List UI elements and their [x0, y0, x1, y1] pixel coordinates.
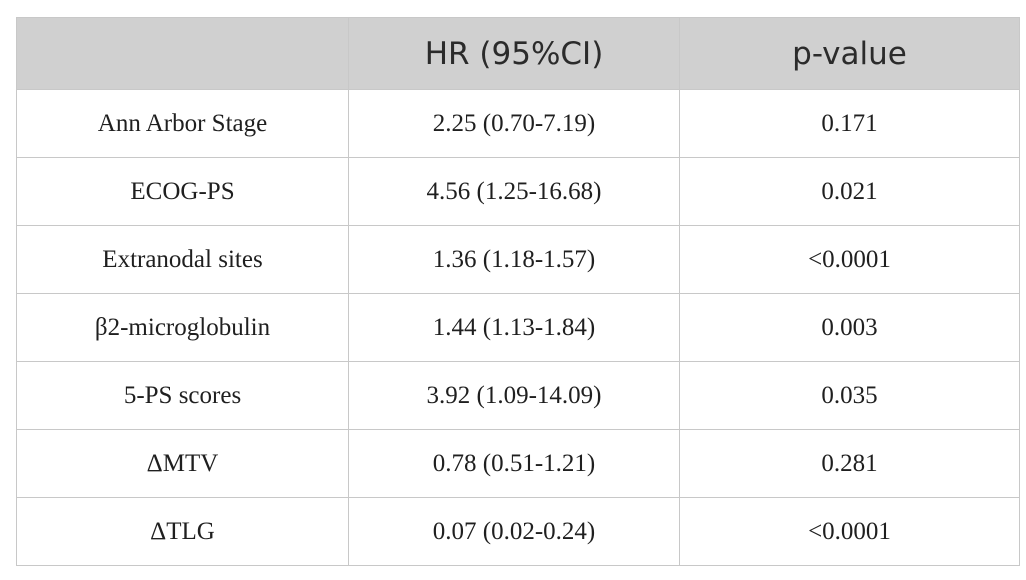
table-row: ΔTLG 0.07 (0.02-0.24) <0.0001: [16, 497, 1020, 566]
header-row: HR (95%CI) p-value: [16, 17, 1020, 90]
cell-hr: 0.78 (0.51-1.21): [348, 429, 680, 498]
header-hr: HR (95%CI): [348, 17, 680, 90]
cell-variable: Extranodal sites: [16, 225, 349, 294]
table-row: ΔMTV 0.78 (0.51-1.21) 0.281: [16, 429, 1020, 498]
cell-hr: 2.25 (0.70-7.19): [348, 89, 680, 158]
cell-p-value: 0.003: [679, 293, 1020, 362]
cell-variable: β2-microglobulin: [16, 293, 349, 362]
table-row: ECOG-PS 4.56 (1.25-16.68) 0.021: [16, 157, 1020, 226]
cell-hr: 0.07 (0.02-0.24): [348, 497, 680, 566]
cell-variable: Ann Arbor Stage: [16, 89, 349, 158]
cell-p-value: <0.0001: [679, 225, 1020, 294]
table-row: Ann Arbor Stage 2.25 (0.70-7.19) 0.171: [16, 89, 1020, 158]
cell-hr: 3.92 (1.09-14.09): [348, 361, 680, 430]
header-p-value: p-value: [679, 17, 1020, 90]
cell-hr: 1.44 (1.13-1.84): [348, 293, 680, 362]
hazard-ratio-table: HR (95%CI) p-value Ann Arbor Stage 2.25 …: [16, 17, 1020, 566]
cell-p-value: 0.035: [679, 361, 1020, 430]
cell-p-value: 0.171: [679, 89, 1020, 158]
cell-variable: ΔMTV: [16, 429, 349, 498]
table-row: β2-microglobulin 1.44 (1.13-1.84) 0.003: [16, 293, 1020, 362]
table-row: Extranodal sites 1.36 (1.18-1.57) <0.000…: [16, 225, 1020, 294]
cell-hr: 4.56 (1.25-16.68): [348, 157, 680, 226]
header-variable: [16, 17, 349, 90]
cell-variable: ΔTLG: [16, 497, 349, 566]
results-table-container: HR (95%CI) p-value Ann Arbor Stage 2.25 …: [16, 17, 1020, 566]
cell-p-value: <0.0001: [679, 497, 1020, 566]
cell-hr: 1.36 (1.18-1.57): [348, 225, 680, 294]
cell-variable: ECOG-PS: [16, 157, 349, 226]
cell-p-value: 0.021: [679, 157, 1020, 226]
table-row: 5-PS scores 3.92 (1.09-14.09) 0.035: [16, 361, 1020, 430]
cell-p-value: 0.281: [679, 429, 1020, 498]
cell-variable: 5-PS scores: [16, 361, 349, 430]
